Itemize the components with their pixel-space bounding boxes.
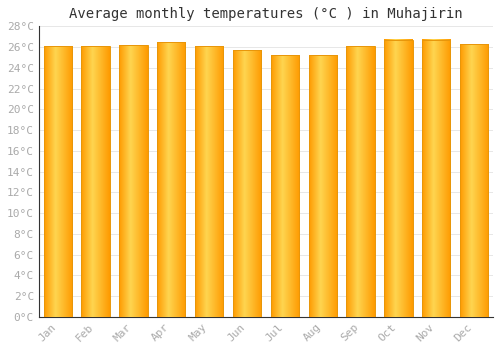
Bar (157, 42, 186, 317)
Bar (233, 50, 261, 317)
Bar (119, 45, 148, 317)
Title: Average monthly temperatures (°C ) in Muhajirin: Average monthly temperatures (°C ) in Mu… (69, 7, 462, 21)
Bar (82, 46, 110, 317)
Bar (308, 55, 337, 317)
Bar (44, 46, 72, 317)
Bar (346, 46, 375, 317)
Bar (195, 46, 224, 317)
Bar (270, 55, 299, 317)
Bar (422, 40, 450, 317)
Bar (384, 40, 412, 317)
Bar (460, 44, 488, 317)
